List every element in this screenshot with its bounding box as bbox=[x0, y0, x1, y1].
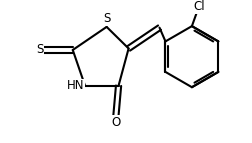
Text: Cl: Cl bbox=[194, 0, 205, 13]
Text: S: S bbox=[103, 12, 110, 25]
Text: S: S bbox=[36, 43, 43, 56]
Text: HN: HN bbox=[67, 79, 84, 92]
Text: O: O bbox=[111, 116, 120, 129]
